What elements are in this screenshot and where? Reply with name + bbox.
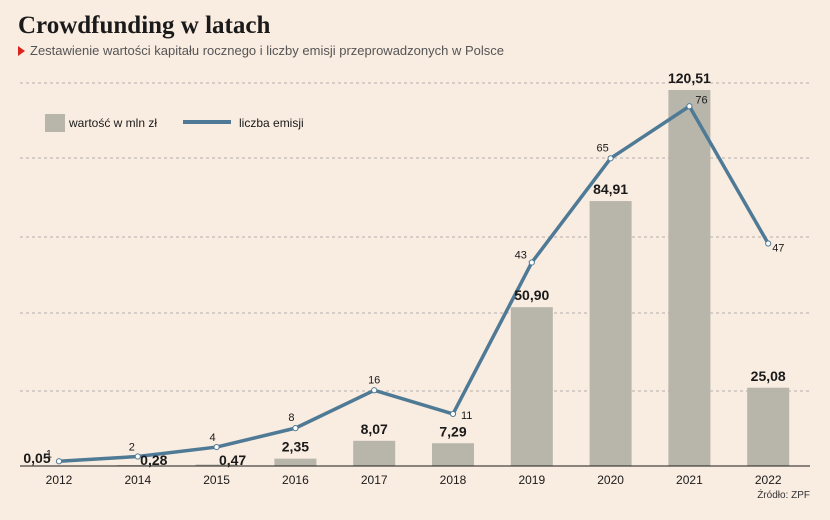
line-path bbox=[58, 104, 770, 464]
bar-value-label: 50,90 bbox=[514, 287, 549, 303]
bar bbox=[195, 464, 238, 466]
x-axis: 2012 2014 2015 2016 2017 2018 2019 2020 2021 2022 bbox=[20, 465, 810, 487]
line-point bbox=[686, 103, 693, 110]
line-series bbox=[55, 103, 772, 465]
x-tick-label: 2018 bbox=[440, 473, 467, 487]
bar-value-label: 0,47 bbox=[219, 452, 246, 468]
line-value-label: 2 bbox=[129, 442, 135, 454]
legend: wartość w mln zł liczba emisji bbox=[45, 114, 304, 132]
x-tick-label: 2022 bbox=[755, 473, 782, 487]
bar-value-label: 120,51 bbox=[668, 70, 711, 86]
bar bbox=[274, 458, 317, 466]
line-point bbox=[528, 259, 535, 266]
triangle-marker-icon bbox=[18, 45, 25, 56]
bar-value-label: 25,08 bbox=[751, 368, 786, 384]
data-labels: 0,05 0,28 0,47 2,35 8,07 7,29 50,90 84,91 120,51… bbox=[23, 70, 786, 468]
legend-label-bar: wartość w mln zł bbox=[68, 116, 157, 130]
x-tick-label: 2021 bbox=[676, 473, 703, 487]
line-point bbox=[371, 387, 378, 394]
line-value-label: 47 bbox=[772, 243, 784, 255]
chart-subtitle: Zestawienie wartości kapitału rocznego i… bbox=[18, 43, 504, 58]
line-point bbox=[134, 453, 141, 460]
bar bbox=[668, 90, 711, 467]
x-tick-label: 2020 bbox=[597, 473, 624, 487]
line-value-label: 65 bbox=[596, 142, 608, 154]
line-point bbox=[55, 458, 63, 465]
line-value-label: 11 bbox=[461, 410, 472, 422]
bar-value-label: 2,35 bbox=[282, 439, 309, 455]
x-tick-label: 2012 bbox=[46, 473, 73, 487]
bar-value-label: 0,05 bbox=[23, 450, 50, 466]
bar bbox=[353, 440, 396, 466]
bar-value-label: 0,28 bbox=[140, 452, 167, 468]
bar-value-label: 7,29 bbox=[439, 423, 466, 439]
line-point bbox=[449, 410, 457, 418]
x-tick-label: 2016 bbox=[282, 473, 309, 487]
x-tick-label: 2017 bbox=[361, 473, 388, 487]
source-note: Źródło: ZPF bbox=[757, 490, 810, 501]
line-value-label: 43 bbox=[515, 249, 527, 261]
line-point bbox=[765, 240, 772, 247]
bar bbox=[510, 307, 553, 466]
subtitle-text: Zestawienie wartości kapitału rocznego i… bbox=[30, 43, 504, 58]
x-tick-label: 2019 bbox=[518, 473, 545, 487]
line-value-label: 1 bbox=[46, 448, 52, 460]
x-tick-label: 2014 bbox=[124, 473, 151, 487]
line-value-label: 4 bbox=[210, 432, 216, 444]
bar bbox=[589, 201, 632, 466]
bar bbox=[432, 443, 474, 466]
line-value-label: 76 bbox=[695, 94, 707, 106]
bar bbox=[747, 387, 790, 466]
line-point bbox=[607, 155, 614, 162]
line-point bbox=[213, 443, 220, 451]
line-point bbox=[292, 425, 299, 432]
bar-value-label: 84,91 bbox=[593, 181, 628, 197]
line-value-label: 16 bbox=[368, 374, 380, 386]
chart-title: Crowdfunding w latach bbox=[18, 12, 271, 39]
legend-label-line: liczba emisji bbox=[239, 116, 304, 130]
bars bbox=[38, 90, 790, 467]
line-value-label: 8 bbox=[288, 412, 294, 424]
bar-value-label: 8,07 bbox=[361, 421, 388, 437]
x-tick-label: 2015 bbox=[203, 473, 230, 487]
legend-swatch-bar bbox=[45, 114, 65, 132]
